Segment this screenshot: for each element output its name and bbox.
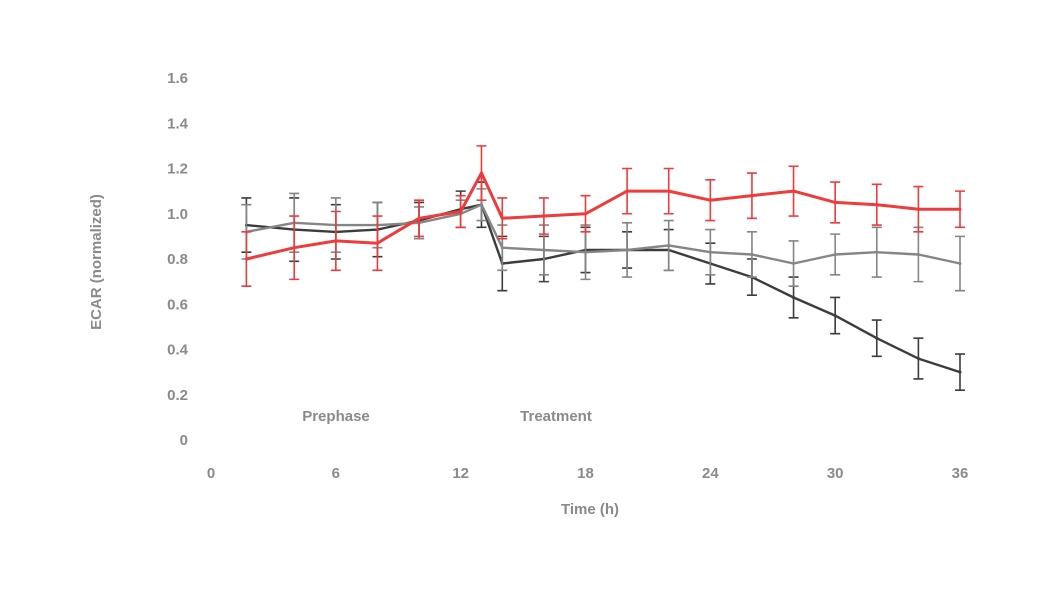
data-point	[958, 370, 962, 374]
series-0	[241, 145, 965, 287]
x-tick-label: 30	[827, 465, 844, 482]
data-point	[584, 250, 587, 254]
y-tick-label: 0.6	[167, 296, 188, 313]
annotation-treatment: Treatment	[520, 408, 592, 425]
data-point	[708, 198, 712, 202]
data-point	[792, 262, 796, 266]
data-point	[479, 203, 483, 207]
data-point	[500, 216, 504, 220]
data-point	[542, 214, 546, 218]
y-tick-label: 1.0	[167, 206, 188, 223]
data-point	[667, 189, 671, 193]
y-axis-ticks: 0 0.2 0.4 0.6 0.8 1.0 1.2 1.4 1.6	[167, 70, 189, 449]
series-layer	[241, 145, 965, 392]
x-tick-label: 0	[207, 465, 215, 482]
data-point	[875, 203, 879, 207]
data-point	[958, 262, 962, 266]
data-point	[459, 209, 463, 213]
data-point	[916, 207, 920, 211]
data-point	[916, 357, 920, 361]
data-point	[542, 248, 546, 252]
series-2	[241, 181, 965, 392]
data-point	[875, 336, 879, 340]
data-point	[334, 239, 338, 243]
data-point	[708, 250, 712, 254]
x-axis-title: Time (h)	[561, 501, 619, 518]
data-point	[792, 189, 796, 193]
x-tick-label: 12	[452, 465, 469, 482]
data-point	[292, 246, 296, 250]
data-point	[625, 248, 629, 252]
data-point	[244, 257, 248, 261]
data-point	[875, 250, 879, 254]
y-tick-label: 1.6	[167, 70, 188, 87]
series-line	[246, 171, 960, 261]
y-tick-label: 1.2	[167, 161, 188, 178]
x-axis-ticks: 0 6 12 18 24 30 36	[207, 465, 969, 482]
x-tick-label: 18	[577, 465, 594, 482]
y-tick-label: 1.4	[167, 115, 189, 132]
data-point	[417, 216, 421, 220]
data-point	[500, 246, 504, 250]
data-point	[916, 252, 920, 256]
data-point	[750, 252, 754, 256]
series-line	[246, 203, 961, 265]
data-point	[479, 171, 483, 175]
x-tick-label: 6	[332, 465, 340, 482]
series-line	[246, 203, 961, 374]
y-tick-label: 0.4	[167, 342, 189, 359]
annotation-prephase: Prephase	[302, 408, 370, 425]
data-point	[833, 252, 837, 256]
y-tick-label: 0.2	[167, 387, 188, 404]
y-axis-title: ECAR (normalized)	[88, 194, 105, 330]
x-tick-label: 36	[952, 465, 969, 482]
data-point	[833, 314, 837, 318]
data-point	[375, 241, 379, 245]
data-point	[792, 295, 796, 299]
y-tick-label: 0.8	[167, 251, 188, 268]
data-point	[667, 243, 671, 247]
data-point	[750, 194, 754, 198]
data-point	[833, 200, 837, 204]
data-point	[958, 207, 962, 211]
y-tick-label: 0	[180, 432, 188, 449]
data-point	[584, 212, 587, 216]
x-tick-label: 24	[702, 465, 719, 482]
data-point	[625, 189, 629, 193]
